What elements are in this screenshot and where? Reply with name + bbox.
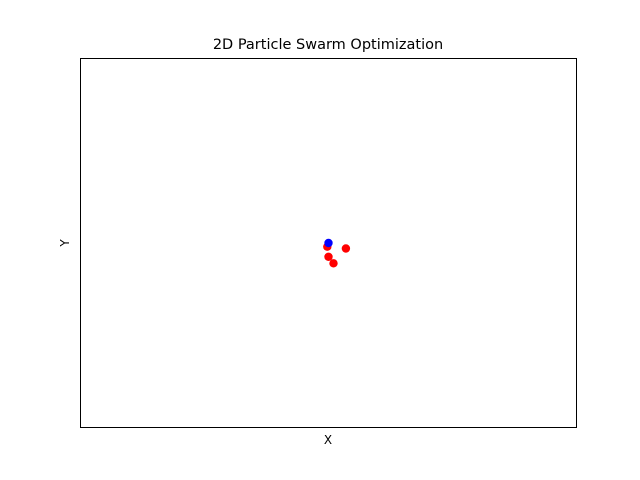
plot-area bbox=[80, 58, 577, 428]
scatter-points bbox=[323, 238, 351, 268]
best-particle-point-1-0 bbox=[324, 238, 333, 248]
particle-point-0-1 bbox=[324, 252, 333, 261]
x-axis-label: X bbox=[324, 433, 332, 447]
particle-point-0-3 bbox=[341, 244, 351, 253]
chart-title: 2D Particle Swarm Optimization bbox=[213, 37, 443, 53]
particle-point-0-2 bbox=[329, 259, 338, 268]
y-axis-label: Y bbox=[58, 239, 72, 248]
